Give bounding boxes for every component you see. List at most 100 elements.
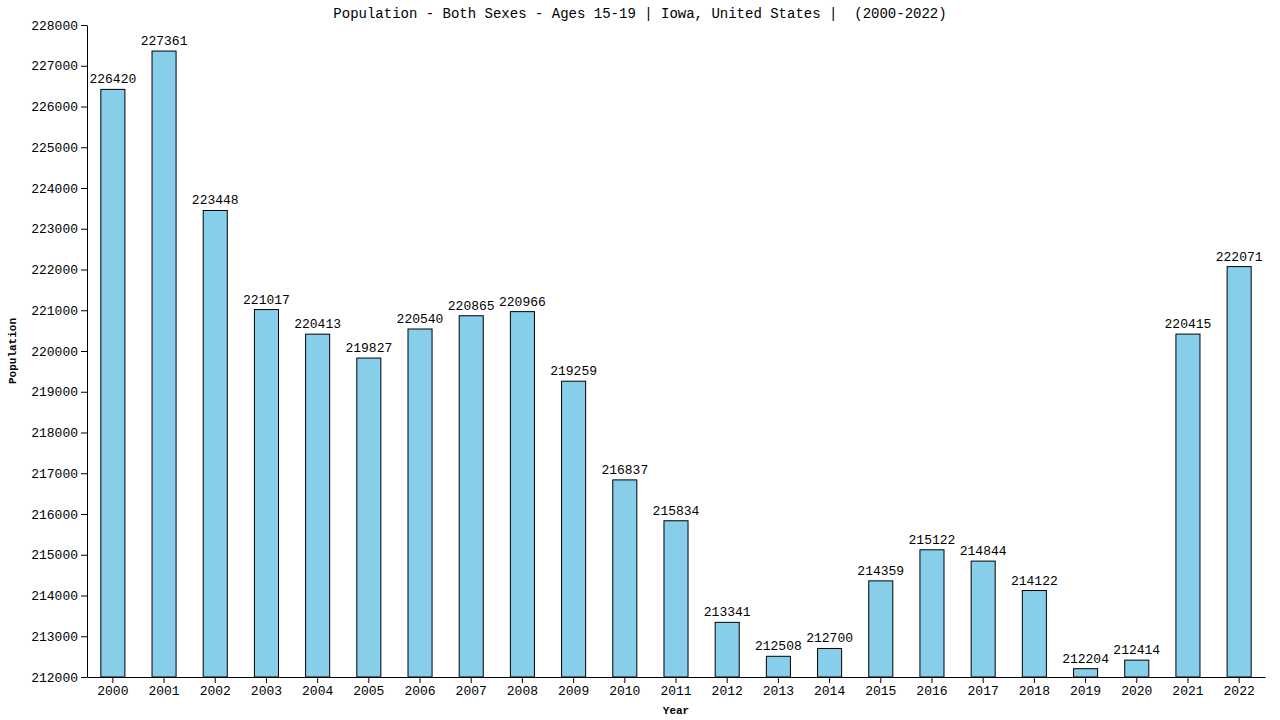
y-axis-title: Population (7, 318, 19, 384)
x-tick: 2022 (1224, 677, 1255, 699)
x-tick-mark (266, 677, 267, 683)
x-tick-label: 2021 (1172, 684, 1203, 699)
x-tick-mark (880, 677, 881, 683)
data-label: 221017 (243, 293, 290, 308)
x-tick-label: 2003 (251, 684, 282, 699)
y-tick: 216000 (31, 508, 87, 523)
bar (510, 312, 534, 677)
x-tick-mark (983, 677, 984, 683)
data-label: 212204 (1062, 652, 1109, 667)
y-tick-mark (81, 310, 87, 311)
data-label: 220865 (448, 299, 495, 314)
y-tick: 218000 (31, 426, 87, 441)
y-tick: 212000 (31, 671, 87, 686)
bar (818, 648, 842, 677)
bar (101, 89, 125, 677)
bar (203, 210, 227, 677)
x-tick-mark (1085, 677, 1086, 683)
title: Population - Both Sexes - Ages 15-19 | I… (333, 6, 946, 22)
data-label: 220540 (397, 312, 444, 327)
y-tick-mark (81, 66, 87, 67)
y-tick-mark (81, 147, 87, 148)
bar (920, 550, 944, 677)
data-label: 215122 (909, 533, 956, 548)
data-label: 223448 (192, 193, 239, 208)
data-label: 214122 (1011, 574, 1058, 589)
x-tick-label: 2013 (763, 684, 794, 699)
x-tick-mark (1034, 677, 1035, 683)
data-label: 216837 (601, 463, 648, 478)
y-tick: 214000 (31, 589, 87, 604)
data-label: 220413 (294, 317, 341, 332)
bars (101, 51, 1251, 677)
y-tick-label: 228000 (31, 19, 78, 34)
bar (715, 622, 739, 677)
x-tick-label: 2005 (353, 684, 384, 699)
y-tick: 222000 (31, 263, 87, 278)
x-tick-label: 2010 (609, 684, 640, 699)
bar (1227, 267, 1251, 677)
x-tick-label: 2004 (302, 684, 333, 699)
x-tick: 2014 (814, 677, 845, 699)
y-tick-label: 216000 (31, 508, 78, 523)
y-tick-label: 223000 (31, 222, 78, 237)
data-label: 220966 (499, 295, 546, 310)
y-tick: 223000 (31, 222, 87, 237)
y-axis: 212000 213000 214000 215000 216000 217000 2180… (31, 19, 87, 686)
x-tick: 2011 (660, 677, 691, 699)
x-tick: 2019 (1070, 677, 1101, 699)
x-tick: 2010 (609, 677, 640, 699)
y-tick-mark (81, 596, 87, 597)
x-tick: 2013 (763, 677, 794, 699)
x-tick-mark (522, 677, 523, 683)
bar (408, 329, 432, 677)
data-label: 212508 (755, 639, 802, 654)
chart: 2264202273612234482210172204132198272205… (0, 0, 1280, 720)
x-tick: 2004 (302, 677, 333, 699)
y-tick: 227000 (31, 59, 87, 74)
x-tick-mark (624, 677, 625, 683)
x-tick-label: 2017 (968, 684, 999, 699)
x-tick: 2021 (1172, 677, 1203, 699)
x-tick-label: 2001 (148, 684, 179, 699)
data-label: 222071 (1216, 250, 1263, 265)
bar (254, 310, 278, 677)
data-label: 214844 (960, 544, 1007, 559)
y-axis-line (87, 26, 88, 678)
y-tick: 215000 (31, 548, 87, 563)
bar (459, 316, 483, 677)
x-tick-label: 2011 (660, 684, 691, 699)
x-tick: 2012 (712, 677, 743, 699)
x-tick-label: 2009 (558, 684, 589, 699)
y-tick-mark (81, 433, 87, 434)
bar (766, 656, 790, 677)
y-tick-label: 213000 (31, 630, 78, 645)
y-tick-mark (81, 514, 87, 515)
x-tick-mark (727, 677, 728, 683)
x-axis: 2000200120022003200420052006200720082009… (88, 677, 1266, 699)
x-tick: 2001 (148, 677, 179, 699)
x-tick-label: 2015 (865, 684, 896, 699)
y-tick-label: 224000 (31, 182, 78, 197)
y-tick-label: 217000 (31, 467, 78, 482)
bar (664, 521, 688, 677)
x-tick-mark (1136, 677, 1137, 683)
y-tick: 225000 (31, 141, 87, 156)
y-tick-label: 227000 (31, 59, 78, 74)
y-tick: 220000 (31, 345, 87, 360)
x-tick-mark (317, 677, 318, 683)
plot: 2264202273612234482210172204132198272205… (31, 19, 1265, 700)
bar (1125, 660, 1149, 677)
x-tick: 2005 (353, 677, 384, 699)
data-label: 227361 (141, 34, 188, 49)
data-label: 226420 (89, 72, 136, 87)
bar (613, 480, 637, 677)
y-tick-mark (81, 392, 87, 393)
y-tick-mark (81, 351, 87, 352)
x-tick-mark (1187, 677, 1188, 683)
x-tick: 2017 (968, 677, 999, 699)
y-tick: 219000 (31, 385, 87, 400)
x-tick-label: 2019 (1070, 684, 1101, 699)
bar (1176, 334, 1200, 677)
x-tick: 2015 (865, 677, 896, 699)
